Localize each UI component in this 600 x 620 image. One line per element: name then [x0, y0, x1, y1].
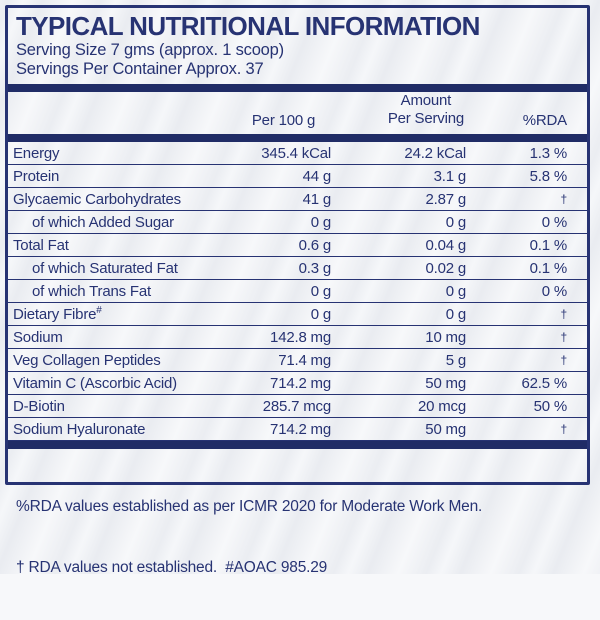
column-header-amount-line1: Amount — [400, 91, 452, 109]
nutrient-name: of which Trans Fat — [32, 282, 151, 300]
nutrition-label-panel: TYPICAL NUTRITIONAL INFORMATION Serving … — [5, 5, 590, 576]
divider-bar-top — [8, 83, 587, 92]
rda-value: 0 % — [541, 213, 567, 231]
per-serving-value: 0 g — [445, 282, 466, 300]
column-header-rda: %RDA — [522, 112, 567, 130]
per-100g-value: 0 g — [310, 305, 331, 323]
table-row: Vitamin C (Ascorbic Acid) 714.2 mg 50 mg… — [8, 372, 587, 396]
nutrient-name: Sodium — [13, 328, 63, 346]
column-header-amount-line2: Per Serving — [387, 110, 464, 128]
per-100g-value: 142.8 mg — [270, 328, 331, 346]
nutrient-name: of which Saturated Fat — [32, 259, 178, 277]
nutrient-name: Total Fat — [13, 236, 69, 254]
per-serving-value: 24.2 kCal — [404, 144, 466, 162]
per-100g-value: 0 g — [310, 282, 331, 300]
per-100g-value: 0.3 g — [298, 259, 332, 277]
nutrient-name: Sodium Hyaluronate — [13, 420, 146, 438]
per-100g-value: 714.2 mg — [270, 374, 331, 392]
table-row: Sodium Hyaluronate 714.2 mg 50 mg † — [8, 418, 587, 442]
table-row: Energy 345.4 kCal 24.2 kCal 1.3 % — [8, 142, 587, 166]
table-row: D-Biotin 285.7 mcg 20 mcg 50 % — [8, 395, 587, 419]
per-serving-value: 3.1 g — [433, 167, 467, 185]
label-title: TYPICAL NUTRITIONAL INFORMATION — [16, 11, 480, 41]
per-serving-value: 20 mcg — [418, 397, 466, 415]
nutrient-name: of which Added Sugar — [32, 213, 174, 231]
per-serving-value: 0.02 g — [425, 259, 466, 277]
table-row: Veg Collagen Peptides 71.4 mg 5 g † — [8, 349, 587, 373]
rda-value: 5.8 % — [529, 167, 568, 185]
rda-value: 50 % — [533, 397, 568, 415]
nutrient-name: Protein — [13, 167, 60, 185]
nutrient-name: Glycaemic Carbohydrates — [13, 190, 181, 208]
table-row: Sodium 142.8 mg 10 mg † — [8, 326, 587, 350]
rda-value: 0.1 % — [529, 236, 568, 254]
per-100g-value: 0.6 g — [298, 236, 332, 254]
per-100g-value: 41 g — [302, 190, 332, 208]
rda-value: 0.1 % — [529, 259, 568, 277]
per-serving-value: 5 g — [445, 351, 466, 369]
nutrient-name: Energy — [13, 144, 60, 162]
per-serving-value: 10 mg — [425, 328, 466, 346]
divider-bar-bottom — [8, 441, 587, 450]
per-serving-value: 0 g — [445, 305, 466, 323]
rda-value: † — [560, 353, 568, 368]
table-row: of which Added Sugar 0 g 0 g 0 % — [8, 211, 587, 235]
per-serving-value: 0 g — [445, 213, 466, 231]
per-100g-value: 285.7 mcg — [262, 397, 331, 415]
nutrient-name: Dietary Fibre# — [13, 304, 102, 323]
table-row: of which Saturated Fat 0.3 g 0.02 g 0.1 … — [8, 257, 587, 281]
per-serving-value: 50 mg — [425, 420, 466, 438]
divider-bar-header — [8, 134, 587, 143]
per-100g-value: 714.2 mg — [270, 420, 331, 438]
label-header: TYPICAL NUTRITIONAL INFORMATION Serving … — [8, 8, 587, 80]
per-serving-value: 50 mg — [425, 374, 466, 392]
nutrition-table: Energy 345.4 kCal 24.2 kCal 1.3 % Protei… — [8, 142, 587, 442]
rda-value: † — [560, 422, 568, 437]
nutrient-name: D-Biotin — [13, 397, 65, 415]
rda-value: 0 % — [541, 282, 567, 300]
footnotes: %RDA values established as per ICMR 2020… — [8, 449, 587, 620]
per-serving-value: 0.04 g — [425, 236, 466, 254]
rda-value: 1.3 % — [529, 144, 568, 162]
table-row: Protein 44 g 3.1 g 5.8 % — [8, 165, 587, 189]
nutrient-name: Vitamin C (Ascorbic Acid) — [13, 374, 177, 392]
serving-size-text: Serving Size 7 gms (approx. 1 scoop) — [16, 41, 284, 60]
servings-per-container-text: Servings Per Container Approx. 37 — [16, 60, 264, 79]
table-row: of which Trans Fat 0 g 0 g 0 % — [8, 280, 587, 304]
table-row: Dietary Fibre# 0 g 0 g † — [8, 303, 587, 327]
rda-value: † — [560, 307, 568, 322]
rda-value: 62.5 % — [521, 374, 568, 392]
per-serving-value: 2.87 g — [425, 190, 466, 208]
per-100g-value: 0 g — [310, 213, 331, 231]
rda-value: † — [560, 330, 568, 345]
table-row: Glycaemic Carbohydrates 41 g 2.87 g † — [8, 188, 587, 212]
nutrient-name: Veg Collagen Peptides — [13, 351, 161, 369]
per-100g-value: 71.4 mg — [278, 351, 331, 369]
rda-value: † — [560, 192, 568, 207]
per-100g-value: 44 g — [302, 167, 332, 185]
per-100g-value: 345.4 kCal — [261, 144, 331, 162]
column-header-per-100g: Per 100 g — [251, 112, 316, 130]
footnote-dagger: † RDA values not established. #AOAC 985.… — [16, 559, 328, 577]
footnote-rda: %RDA values established as per ICMR 2020… — [16, 498, 483, 516]
column-header-row: Per 100 g Amount Per Serving %RDA — [8, 92, 587, 135]
column-header-amount-per-serving: Amount Per Serving — [331, 92, 466, 130]
table-row: Total Fat 0.6 g 0.04 g 0.1 % — [8, 234, 587, 258]
